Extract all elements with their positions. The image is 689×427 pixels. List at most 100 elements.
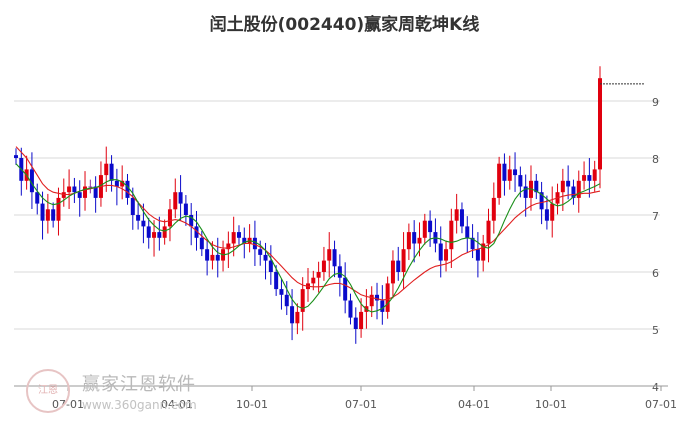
candle-body [401, 249, 406, 272]
candle-body [29, 169, 34, 193]
candle-body [491, 197, 496, 221]
candle-body [486, 220, 491, 244]
candle-body [152, 232, 157, 238]
candle-body [406, 232, 411, 250]
candle-body [311, 277, 316, 284]
candle-body [332, 249, 337, 267]
candle-body [592, 169, 597, 181]
candle-body [359, 311, 364, 329]
candle-body [252, 237, 257, 250]
candle-layer [14, 66, 602, 344]
x-tick-label: 10-01 [236, 398, 268, 411]
candle-body [136, 215, 141, 221]
candle-body [300, 289, 305, 312]
y-tick-label: 5 [652, 324, 659, 337]
watermark: 江恩 赢家江恩软件 www.360gann.com [24, 366, 224, 418]
candle-body [353, 317, 358, 329]
candle-body [56, 197, 61, 221]
candle-body [279, 289, 284, 295]
chart-title: 闰土股份(002440)赢家周乾坤K线 [209, 15, 480, 35]
candle-body [598, 78, 602, 170]
candle-body [428, 220, 433, 233]
candle-body [550, 203, 555, 221]
candle-body [544, 209, 549, 221]
y-tick-label: 7 [652, 210, 659, 223]
candle-body [295, 311, 300, 324]
candle-body [210, 254, 215, 261]
candle-body [93, 186, 98, 198]
candle-body [130, 197, 135, 215]
candle-body [290, 306, 295, 324]
candle-body [141, 220, 146, 227]
candle-body [316, 272, 321, 278]
candle-body [375, 294, 380, 301]
candle-body [67, 186, 72, 193]
candle-body [236, 232, 241, 238]
candle-body [274, 272, 279, 290]
candle-body [327, 249, 332, 261]
candle-body [321, 260, 326, 272]
candle-body [523, 186, 528, 198]
candle-body [51, 209, 56, 221]
candle-body [83, 186, 88, 198]
candle-body [40, 203, 45, 221]
watermark-logo-icon: 江恩 [26, 369, 70, 413]
candle-body [587, 175, 592, 181]
candle-body [422, 220, 427, 238]
x-tick-label: 04-01 [161, 398, 193, 411]
candle-body [539, 192, 544, 210]
candle-body [284, 294, 289, 307]
candle-body [390, 260, 395, 284]
candle-body [337, 266, 342, 278]
candle-body [88, 186, 93, 188]
candle-body [14, 155, 18, 158]
candle-body [199, 237, 204, 250]
candle-body [454, 209, 459, 221]
x-tick-label: 07-01 [345, 398, 377, 411]
candle-body [518, 175, 523, 187]
candle-body [459, 209, 464, 227]
candle-body [231, 232, 236, 244]
candle-body [571, 186, 576, 198]
candle-body [507, 169, 512, 181]
candle-body [173, 192, 178, 210]
candle-body [502, 163, 507, 181]
candle-body [205, 249, 210, 261]
ma-long-series [15, 146, 601, 301]
x-tick-label: 07-01 [645, 398, 677, 411]
grid-layer [14, 100, 660, 387]
x-tick-label: 10-01 [535, 398, 567, 411]
candle-body [513, 169, 518, 176]
candle-body [72, 186, 77, 193]
candle-body [566, 180, 571, 187]
candle-body [226, 243, 231, 250]
candle-body [146, 226, 151, 238]
y-tick-label: 9 [652, 96, 659, 109]
candle-body [268, 260, 273, 272]
candle-body [114, 180, 119, 187]
candle-body [481, 243, 486, 261]
candle-body [242, 237, 247, 244]
candle-body [263, 254, 268, 261]
candle-body [412, 232, 417, 244]
candle-body [157, 232, 162, 238]
candle-body [348, 300, 353, 318]
candle-body [45, 209, 50, 221]
candle-body [449, 220, 454, 250]
candle-body [497, 163, 502, 198]
candle-body [380, 300, 385, 312]
candle-body [194, 226, 199, 238]
candle-body [385, 283, 390, 312]
candle-body [396, 260, 401, 272]
watermark-url: www.360gann.com [82, 398, 197, 412]
candle-body [189, 215, 194, 227]
candle-body [444, 249, 449, 261]
candle-body [369, 294, 374, 307]
candle-body [35, 192, 40, 204]
candle-body [104, 163, 109, 176]
candle-body [576, 180, 581, 198]
candle-body [162, 226, 167, 238]
candle-body [183, 203, 188, 215]
